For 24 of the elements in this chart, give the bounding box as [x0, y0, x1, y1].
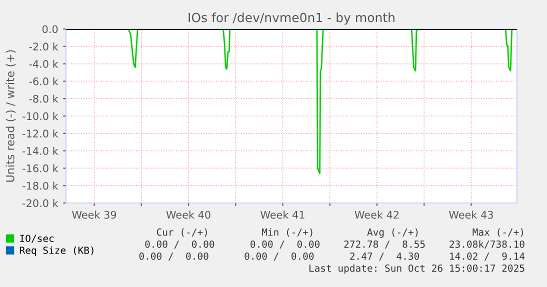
- y-tick-label: -12.0 k: [22, 129, 58, 138]
- legend-label: IO/sec: [20, 234, 54, 243]
- y-tick-label: 0.0: [42, 25, 58, 34]
- y-tick-label: -14.0 k: [22, 146, 58, 155]
- y-tick-label: -6.0 k: [29, 77, 58, 86]
- y-tick-label: -10.0 k: [22, 112, 58, 120]
- y-tick-label: -18.0 k: [22, 182, 58, 190]
- y-tick-label: -2.0 k: [29, 42, 58, 51]
- y-axis-title: Units read (-) / write (+): [6, 50, 16, 182]
- text: 0.00 / 0.00 0.00 / 0.00 272.78 / 8.55 23.08k/738.10: [145, 240, 524, 249]
- x-tick-label: Week 43: [449, 210, 493, 219]
- chart-title: IOs for /dev/nvme0n1 - by month: [188, 12, 394, 25]
- y-tick-label: -20.0 k: [22, 199, 58, 208]
- legend-label: Req Size (KB): [20, 246, 94, 256]
- x-tick-label: Week 41: [260, 210, 304, 219]
- x-tick-label: Week 40: [166, 210, 210, 219]
- y-tick-label: -16.0 k: [22, 164, 58, 172]
- text: Last update: Sun Oct 26 15:00:17 2025: [309, 264, 524, 274]
- text: Cur (-/+) Min (-/+) Avg (-/+) Max (-/+): [156, 228, 523, 238]
- text: 0.00 / 0.00 0.00 / 0.00 2.47 / 4.30 14.02 / 9.14: [139, 252, 525, 261]
- x-tick-label: Week 42: [354, 210, 398, 219]
- y-tick-label: -8.0 k: [29, 94, 58, 103]
- y-tick-label: -4.0 k: [29, 60, 58, 68]
- x-tick-label: Week 39: [72, 210, 116, 219]
